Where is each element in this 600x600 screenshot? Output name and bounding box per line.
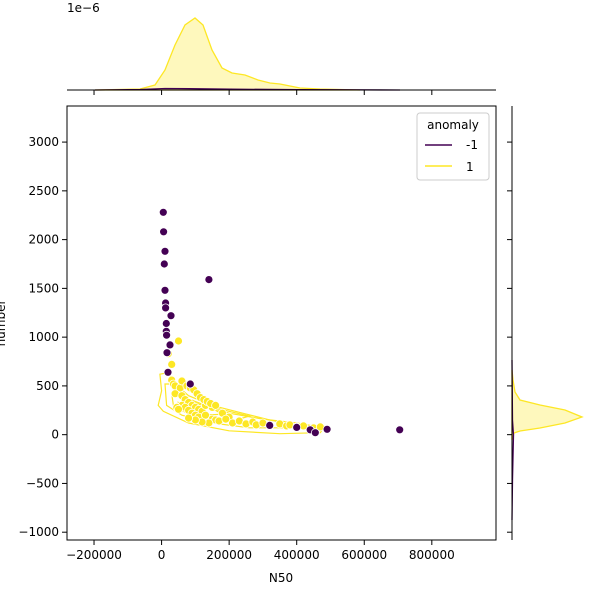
- legend-box: [416, 112, 490, 181]
- y-tick-label: 1500: [28, 281, 59, 295]
- x-axis-label: N50: [269, 571, 293, 585]
- x-tick-label: 800000: [409, 548, 455, 562]
- scatter-point: [161, 303, 171, 313]
- scatter-point: [160, 285, 170, 295]
- scatter-point: [160, 246, 170, 256]
- scatter-point: [310, 428, 320, 438]
- scatter-point: [162, 330, 172, 340]
- scatter-point: [184, 413, 194, 423]
- main-axes-frame: [66, 105, 497, 541]
- scatter-point: [322, 424, 332, 434]
- y-tick-label: 1000: [28, 330, 59, 344]
- x-tick-label: 600000: [341, 548, 387, 562]
- scatter-point: [174, 336, 183, 346]
- right-marginal-kde-anomaly-1: [511, 369, 584, 441]
- scatter-point: [265, 420, 275, 430]
- scatter-point: [201, 410, 210, 420]
- legend-title: anomaly: [427, 118, 479, 132]
- y-tick-label: 2500: [28, 184, 59, 198]
- top-marginal-kde-anomaly-1: [94, 17, 361, 91]
- legend-label-minus1: -1: [466, 138, 478, 152]
- x-tick-label: −200000: [66, 548, 122, 562]
- main-axes: −200000 0 200000 400000 600000 800000 −1000 −5…: [0, 105, 497, 585]
- y-axis-ticks: −1000 −500 0 500 1000 1500 2000 2500 3000: [18, 135, 67, 539]
- scatter-point: [292, 422, 302, 432]
- x-tick-label: 200000: [206, 548, 252, 562]
- scatter-point: [166, 311, 176, 321]
- scatter-point: [174, 404, 183, 414]
- x-tick-label: 0: [158, 548, 166, 562]
- legend: anomaly -1 1: [416, 112, 490, 181]
- x-axis-ticks: −200000 0 200000 400000 600000 800000: [66, 540, 455, 562]
- x-tick-label: 400000: [274, 548, 320, 562]
- scatter-point: [163, 367, 173, 377]
- top-marginal: 1e−6: [67, 1, 496, 95]
- scatter-point: [185, 379, 195, 389]
- y-axis-label: number: [0, 300, 8, 347]
- right-marginal: [507, 106, 584, 540]
- top-marginal-offset-label: 1e−6: [67, 1, 100, 15]
- scatter-point: [162, 348, 172, 358]
- scatter-point: [159, 259, 169, 269]
- scatter-point: [211, 400, 221, 410]
- scatter-point: [204, 275, 214, 285]
- scatter-point: [159, 227, 169, 237]
- y-tick-label: 500: [36, 379, 59, 393]
- scatter-point: [167, 359, 177, 369]
- y-tick-label: −1000: [18, 525, 59, 539]
- y-tick-label: 2000: [28, 233, 59, 247]
- scatter-point: [158, 207, 168, 217]
- scatter-point: [165, 340, 175, 350]
- scatter-point: [395, 425, 405, 435]
- y-tick-label: −500: [26, 476, 59, 490]
- scatter-point: [161, 319, 171, 328]
- scatter-points: [158, 207, 405, 438]
- y-tick-label: 3000: [28, 135, 59, 149]
- scatter-point: [221, 414, 231, 424]
- y-tick-label: 0: [51, 428, 59, 442]
- legend-label-1: 1: [466, 160, 474, 174]
